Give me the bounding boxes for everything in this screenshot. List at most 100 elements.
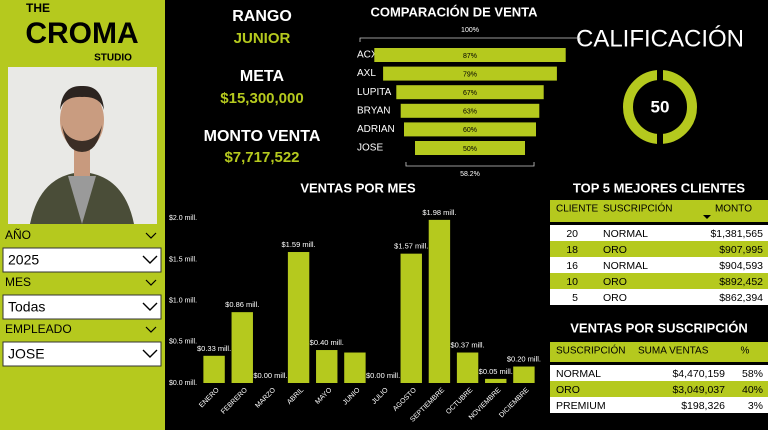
data-label: $1.57 mill. (394, 242, 428, 251)
data-label: $0.05 mill. (479, 367, 513, 376)
funnel-label: ADRIAN (357, 124, 395, 135)
funnel-label: AXL (357, 68, 376, 79)
table-row (550, 257, 768, 273)
dropdown[interactable] (2, 294, 162, 320)
table-title: TOP 5 MEJORES CLIENTES (573, 180, 746, 195)
logo-bottom: STUDIO (94, 53, 132, 64)
dropdown-arrow (142, 302, 158, 311)
filter-label: AÑO (5, 228, 31, 242)
table-cell: ORO (603, 244, 627, 256)
column-header: SUSCRIPCIÓN (603, 202, 672, 215)
table-cell: 16 (566, 260, 578, 272)
table-cell: NORMAL (603, 228, 648, 240)
column-header: SUSCRIPCIÓN (556, 344, 625, 357)
filter-label: EMPLEADO (5, 322, 72, 336)
table-cell: NORMAL (603, 260, 648, 272)
data-label: $0.33 mill. (197, 344, 231, 353)
table-cell: $198,326 (681, 400, 725, 412)
data-label: $0.00 mill. (253, 371, 287, 380)
table-cell: $907,995 (719, 244, 763, 256)
table-cell: 40% (742, 384, 763, 396)
table-row (550, 241, 768, 257)
data-label: $1.59 mill. (281, 240, 315, 249)
rango-label: RANGO (232, 8, 292, 25)
collapse-icon (145, 279, 157, 286)
table-cell: 5 (572, 292, 578, 304)
bar (400, 253, 422, 383)
rango-value: JUNIOR (234, 30, 291, 47)
funnel-label: LUPITA (357, 87, 392, 98)
score-ring (623, 68, 697, 146)
table-cell: NORMAL (556, 368, 601, 380)
reference-label: 58.2% (460, 171, 480, 178)
funnel-bar (415, 141, 525, 155)
bar (203, 355, 225, 383)
data-label: $0.37 mill. (450, 341, 484, 350)
table-header (550, 200, 768, 222)
table-cell: 58% (742, 368, 763, 380)
funnel-bar (404, 122, 536, 137)
dropdown-arrow (142, 255, 158, 264)
dropdown-value: JOSE (8, 346, 45, 362)
funnel-value: 79% (463, 71, 477, 78)
reference-label: 100% (461, 27, 479, 34)
reference-line (359, 37, 581, 42)
table-cell: 3% (748, 400, 763, 412)
bar (287, 252, 310, 383)
funnel-value: 87% (463, 53, 477, 60)
table-row (550, 381, 768, 397)
calificacion-label: CALIFICACIÓN (576, 25, 744, 52)
data-label: $0.40 mill. (310, 338, 344, 347)
y-tick-label: $0.5 mill. (169, 339, 197, 346)
table-title: VENTAS POR SUSCRIPCIÓN (570, 320, 747, 335)
logo-main: CROMA (25, 17, 138, 50)
table-row (550, 365, 768, 381)
table-cell: 10 (566, 276, 578, 288)
reference-line (405, 162, 535, 167)
dropdown[interactable] (2, 247, 162, 273)
column-header: CLIENTE (556, 204, 599, 215)
profile-photo (8, 67, 157, 224)
meta-value: $15,300,000 (220, 90, 303, 107)
column-header: SUMA VENTAS (638, 346, 709, 357)
chart-title: COMPARACIÓN DE VENTA (370, 4, 538, 19)
table-header (550, 342, 768, 362)
sort-icon (703, 215, 711, 219)
collapse-icon (145, 232, 157, 239)
funnel-bar (396, 85, 544, 100)
calificacion-value: 50 (651, 97, 670, 116)
table-row (550, 225, 768, 241)
bar (428, 219, 451, 383)
bar (316, 350, 338, 383)
data-label: $0.20 mill. (507, 355, 541, 364)
funnel-bar (400, 103, 540, 118)
funnel-value: 63% (463, 109, 477, 116)
monto-value: $7,717,522 (224, 149, 299, 166)
y-tick-label: $0.0 mill. (169, 380, 197, 387)
table-cell: $862,394 (719, 292, 763, 304)
bar (456, 352, 479, 383)
collapse-icon (145, 326, 157, 333)
data-label: $1.98 mill. (422, 208, 456, 217)
filter-label: MES (5, 275, 31, 289)
funnel-bar (383, 66, 557, 81)
y-tick-label: $1.0 mill. (169, 297, 197, 304)
funnel-label: JOSE (357, 143, 383, 154)
monto-label: MONTO VENTA (204, 128, 321, 145)
table-cell: PREMIUM (556, 400, 606, 412)
table-cell: $892,452 (719, 276, 763, 288)
logo-top: THE (26, 1, 50, 15)
meta-label: META (240, 68, 285, 85)
funnel-value: 50% (463, 146, 477, 153)
table-cell: ORO (603, 276, 627, 288)
column-header: MONTO (715, 204, 752, 215)
dropdown[interactable] (2, 341, 162, 367)
funnel-label: BRYAN (357, 105, 391, 116)
bar (344, 352, 366, 383)
dropdown-value: Todas (8, 299, 45, 315)
table-row (550, 397, 768, 413)
table-cell: $904,593 (719, 260, 763, 272)
table-cell: ORO (556, 384, 580, 396)
